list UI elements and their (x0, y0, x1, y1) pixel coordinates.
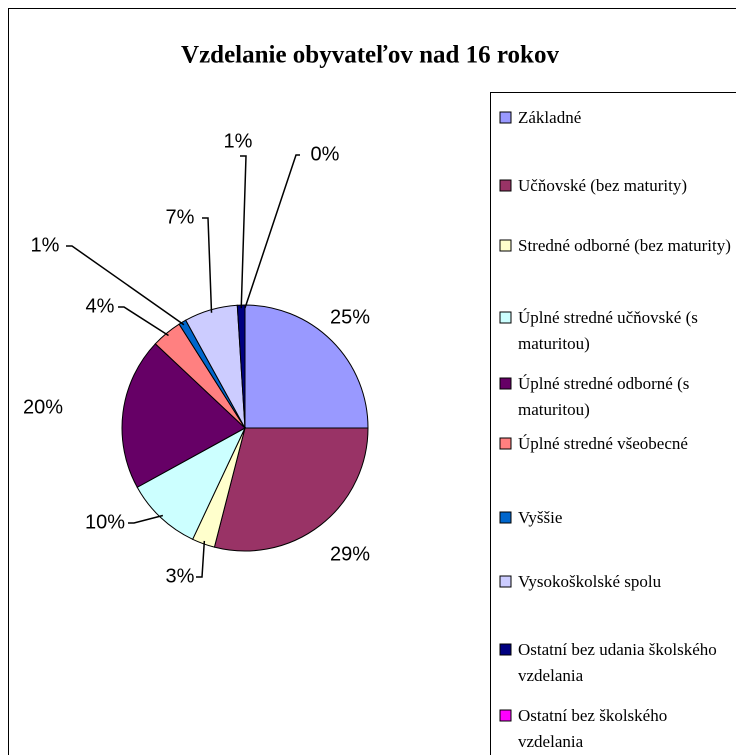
legend-label: Ostatní bez udania školského vzdelania (518, 640, 717, 685)
data-label: 29% (330, 543, 370, 565)
data-label: 1% (224, 130, 253, 152)
legend-label: Ostatní bez školského vzdelania (518, 706, 668, 751)
pie-slice (244, 304, 369, 429)
leader-line (240, 155, 247, 309)
data-label: 1% (31, 234, 60, 256)
legend-label: Základné (518, 108, 582, 127)
data-label: 7% (166, 206, 195, 228)
legend-label: Učňovské (bez maturity) (518, 176, 687, 195)
chart-title: Vzdelanie obyvateľov nad 16 rokov (181, 42, 559, 69)
leader-line (128, 514, 164, 524)
legend-swatch (499, 511, 512, 524)
legend-swatch (499, 377, 512, 390)
legend-frame (490, 92, 736, 755)
data-label: 20% (23, 396, 63, 418)
data-label: 3% (166, 565, 195, 587)
data-label: 4% (86, 295, 115, 317)
legend-swatch (499, 437, 512, 450)
legend-label: Úplné stredné učňovské (s maturitou) (518, 308, 698, 353)
legend-swatch (499, 311, 512, 324)
legend-swatch (499, 575, 512, 588)
leader-line (202, 217, 213, 313)
data-label: 10% (85, 511, 125, 533)
legend-label: Stredné odborné (bez maturity) (518, 236, 731, 255)
leader-line (66, 245, 185, 326)
legend-swatch (499, 111, 512, 124)
pie-slice (136, 426, 247, 540)
legend-swatch (499, 643, 512, 656)
legend-swatch (499, 179, 512, 192)
data-label: 25% (330, 306, 370, 328)
leader-line (244, 154, 300, 309)
legend-swatch (499, 709, 512, 722)
pie-slice (121, 343, 246, 488)
legend-label: Vysokoškolské spolu (518, 572, 662, 591)
legend-label: Vyššie (518, 508, 563, 527)
legend-label: Úplné stredné všeobecné (518, 434, 688, 453)
data-label: 0% (311, 143, 340, 165)
legend-swatch (499, 239, 512, 252)
legend-label: Úplné stredné odborné (s maturitou) (518, 374, 690, 419)
pie-slice (213, 427, 369, 552)
leader-line (196, 540, 206, 578)
leader-line (118, 306, 169, 337)
